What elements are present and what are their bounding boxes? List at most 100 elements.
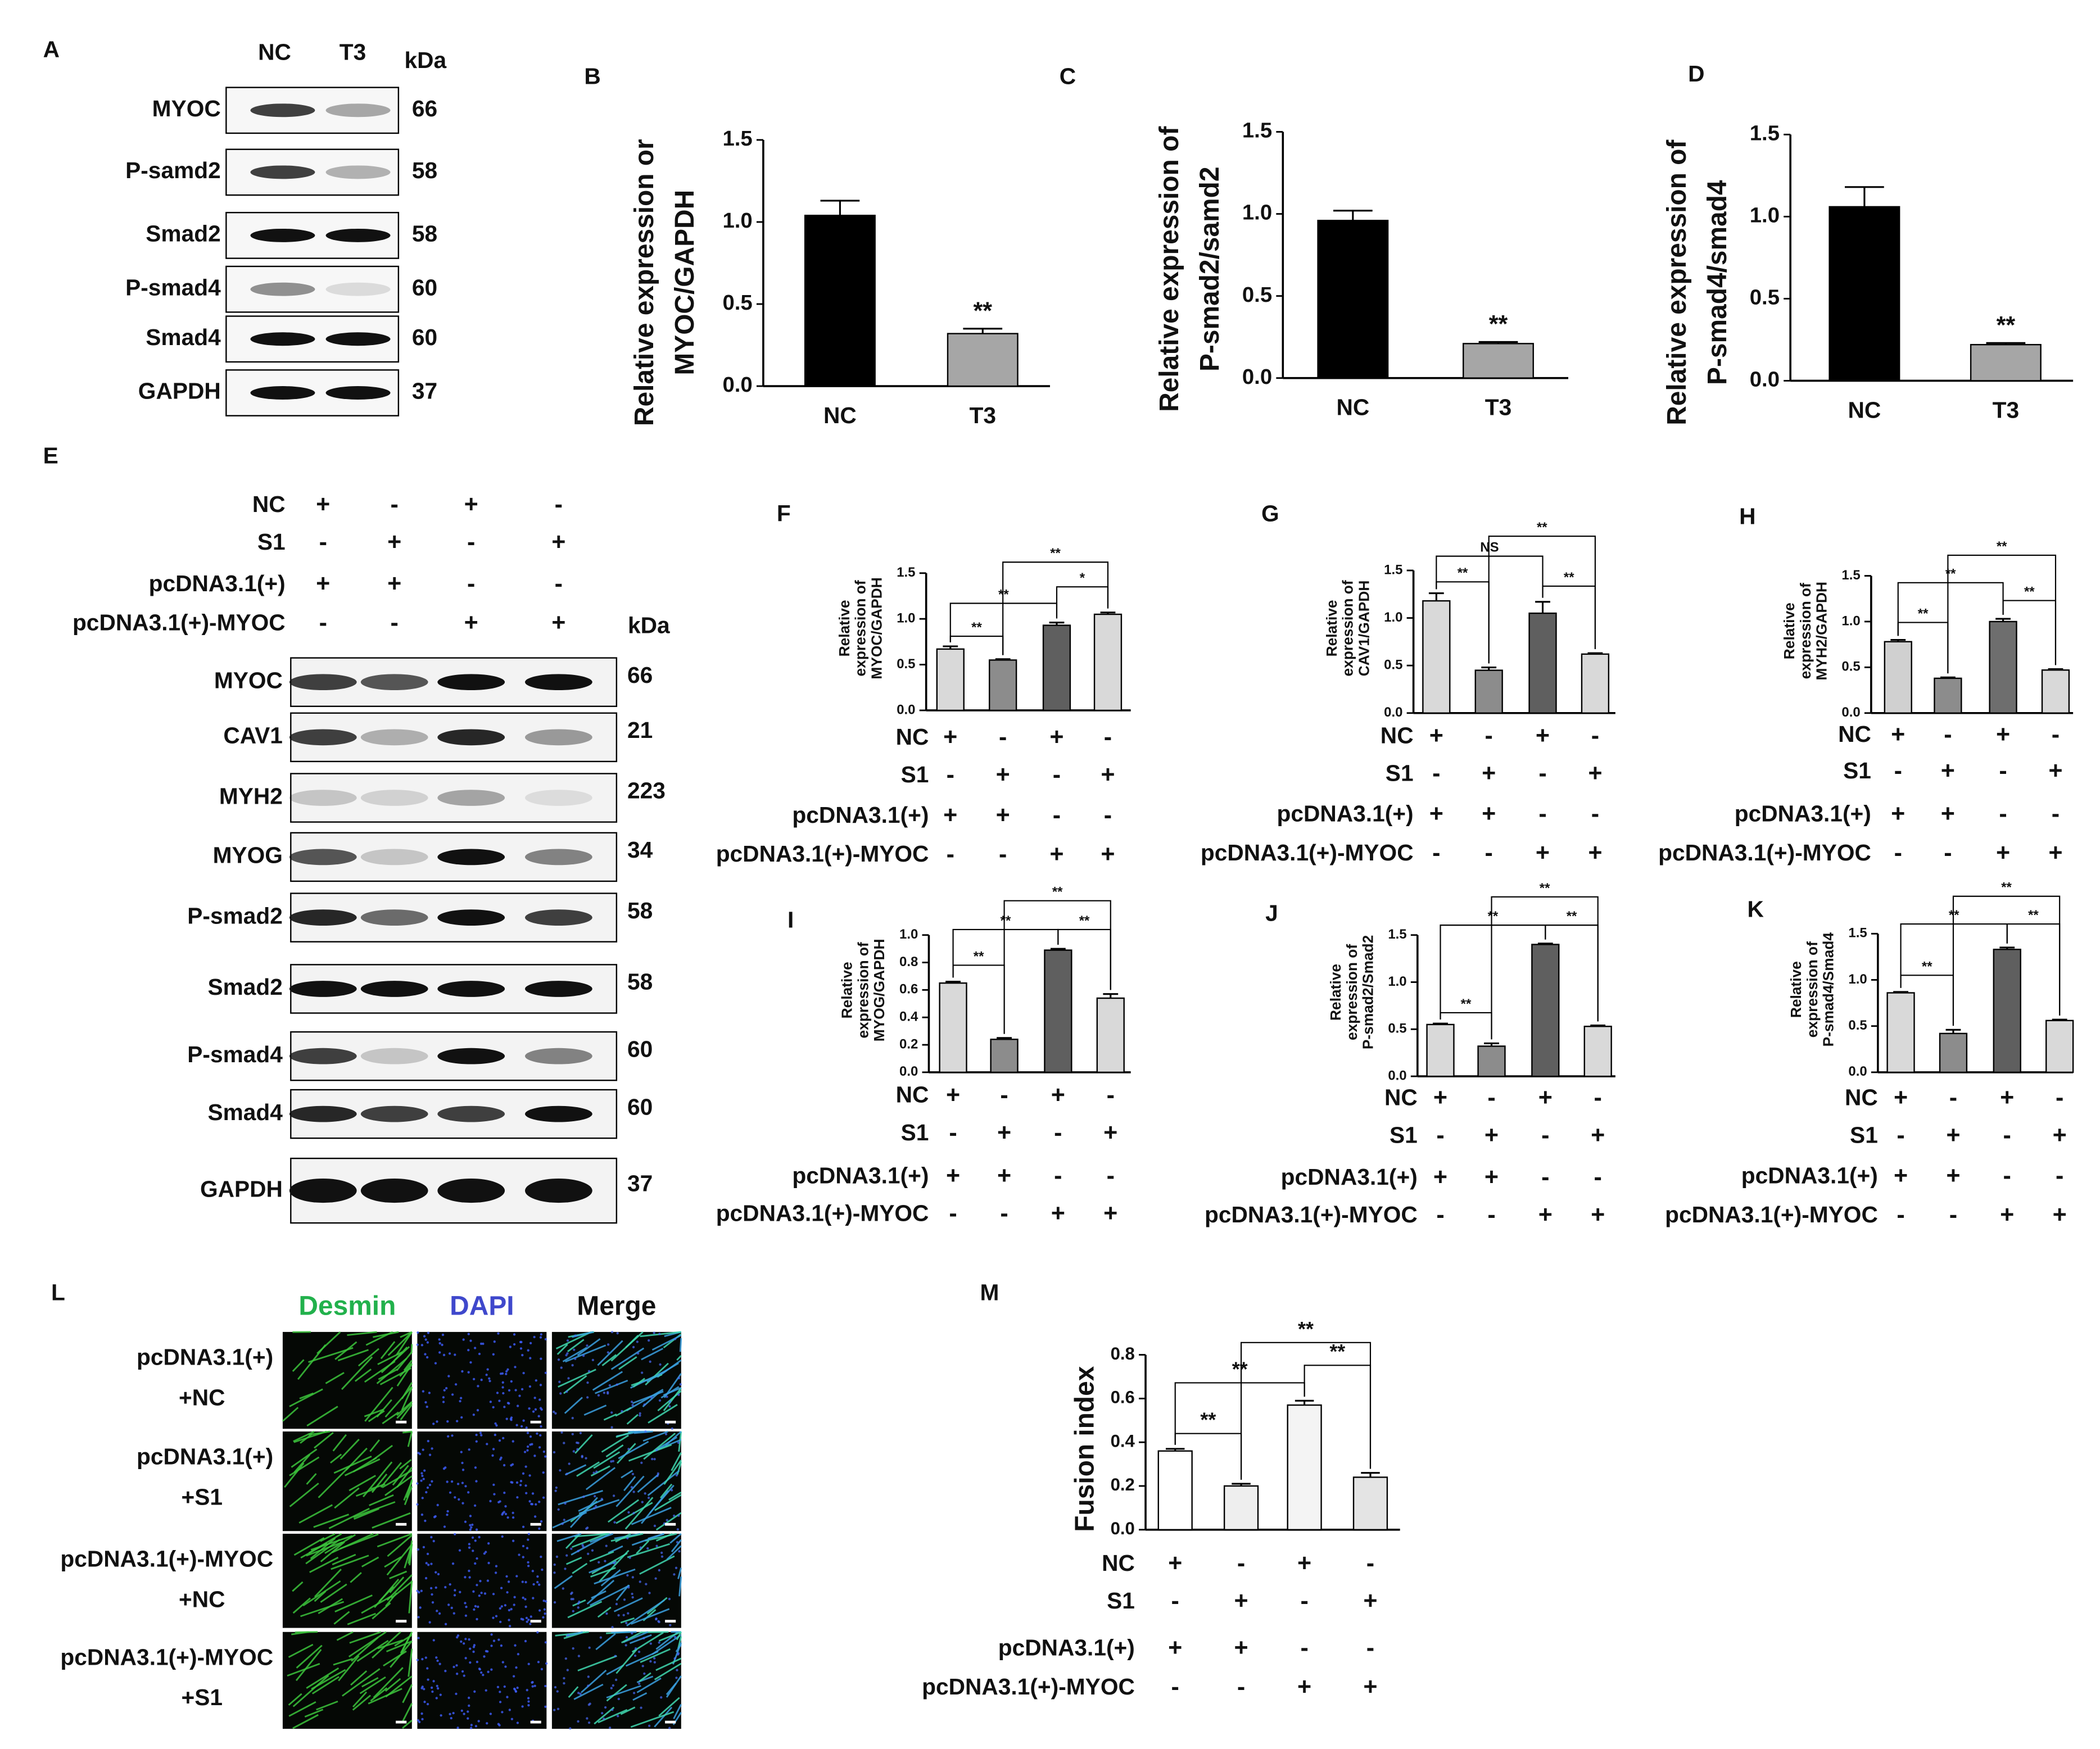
nucleus [615, 1602, 618, 1606]
nucleus [425, 1490, 428, 1494]
nucleus [434, 1515, 437, 1518]
y-axis-label: P-smad2/Smad2 [1360, 935, 1377, 1049]
nucleus [461, 1370, 464, 1373]
y-tick-label: 0.4 [899, 1009, 918, 1025]
condition-sign: + [387, 570, 401, 597]
myotube [345, 1447, 368, 1471]
myotube [675, 1644, 682, 1652]
nucleus [461, 1469, 465, 1471]
nucleus [573, 1348, 576, 1351]
y-axis-label: Relative [1327, 964, 1344, 1021]
nucleus [567, 1634, 569, 1637]
myotube [615, 1648, 637, 1674]
y-tick-label: 1.0 [1242, 201, 1272, 225]
nucleus [581, 1544, 584, 1547]
y-tick-label: 0.2 [1111, 1475, 1135, 1494]
myotube [333, 1611, 350, 1625]
nucleus [677, 1514, 680, 1517]
y-tick-label: 0.5 [722, 291, 752, 315]
myotube [632, 1378, 645, 1388]
nucleus [539, 1434, 542, 1437]
micrograph [282, 1632, 412, 1729]
nucleus [639, 1412, 641, 1415]
bar [936, 648, 965, 712]
nucleus [526, 1620, 528, 1623]
nucleus [587, 1370, 591, 1372]
condition-sign: - [947, 841, 954, 868]
condition-sign: - [999, 724, 1007, 751]
condition-sign: + [1485, 1122, 1499, 1149]
myotube [304, 1709, 324, 1718]
myotube [636, 1540, 650, 1555]
nucleus [673, 1573, 676, 1576]
y-tick-label: 1.5 [897, 565, 915, 580]
nucleus [674, 1338, 677, 1340]
condition-sign: - [1949, 1201, 1957, 1228]
nucleus [670, 1489, 673, 1492]
nucleus [535, 1379, 537, 1382]
nucleus [571, 1591, 573, 1594]
nucleus [498, 1724, 501, 1727]
myotube [401, 1632, 413, 1653]
condition-label: S1 [1390, 1122, 1418, 1148]
nucleus [486, 1579, 490, 1582]
lane-label: NC [258, 39, 291, 65]
nucleus [473, 1690, 476, 1693]
y-tick-label: 1.5 [1384, 562, 1402, 577]
myotube [288, 1693, 302, 1706]
blot-band [289, 981, 357, 997]
nucleus [614, 1678, 618, 1682]
myotube [678, 1576, 682, 1597]
nucleus [505, 1417, 508, 1420]
condition-sign: + [1894, 1162, 1908, 1189]
y-tick-label: 0.0 [722, 373, 752, 397]
condition-sign: + [2000, 1201, 2014, 1228]
myotube [354, 1369, 372, 1382]
nucleus [522, 1544, 525, 1548]
condition-sign: + [2053, 1122, 2067, 1149]
nucleus [510, 1419, 513, 1421]
nucleus [464, 1520, 467, 1523]
myotube [377, 1351, 403, 1365]
bar [1886, 992, 1915, 1073]
nucleus [426, 1356, 429, 1359]
myotube [594, 1706, 615, 1725]
condition-sign: - [1436, 1122, 1444, 1149]
myotube [401, 1387, 413, 1411]
nucleus [467, 1710, 469, 1713]
nucleus [495, 1615, 498, 1617]
nucleus [461, 1481, 464, 1484]
myotube [333, 1658, 353, 1666]
nucleus [553, 1571, 556, 1574]
nucleus [669, 1624, 672, 1626]
nucleus [591, 1549, 594, 1552]
nucleus [587, 1675, 590, 1678]
nucleus [543, 1608, 546, 1611]
condition-sign: - [1487, 1201, 1495, 1228]
nucleus [542, 1600, 545, 1602]
myotube [576, 1461, 600, 1477]
nucleus [542, 1450, 546, 1453]
significance: ** [1079, 913, 1090, 928]
nucleus [503, 1491, 506, 1494]
myotube [370, 1483, 386, 1490]
condition-label: NC [1381, 723, 1414, 749]
significance: ** [1488, 909, 1499, 924]
nucleus [655, 1618, 658, 1621]
nucleus [676, 1653, 680, 1656]
nucleus [427, 1564, 430, 1566]
scale-bar [665, 1420, 676, 1424]
nucleus [528, 1407, 531, 1410]
nucleus [589, 1702, 591, 1705]
myotube [305, 1539, 341, 1565]
myotube [385, 1675, 413, 1698]
condition-sign: + [1101, 841, 1115, 868]
nucleus [569, 1727, 572, 1730]
condition-sign: + [946, 1162, 960, 1189]
myotube [289, 1483, 319, 1507]
nucleus [514, 1644, 517, 1647]
nucleus [636, 1352, 640, 1355]
myotube [311, 1676, 340, 1694]
condition-sign: + [1591, 1201, 1605, 1228]
nucleus [537, 1661, 540, 1664]
